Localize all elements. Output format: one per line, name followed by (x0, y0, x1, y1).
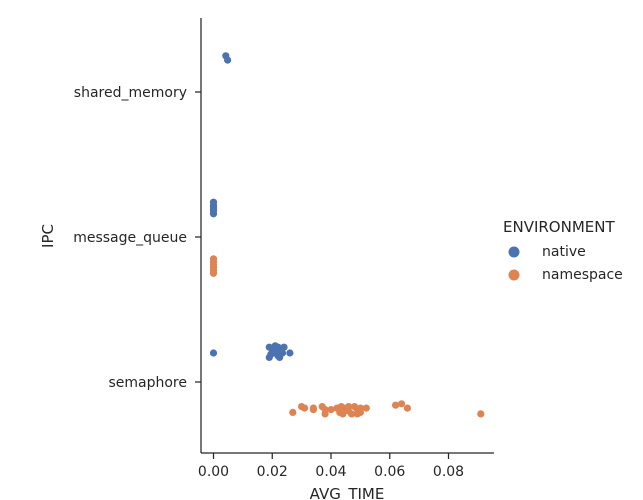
data-point-namespace (477, 410, 485, 418)
data-point-namespace (289, 408, 297, 416)
y-axis-label: IPC (39, 224, 57, 248)
y-tick-label: shared_memory (74, 85, 187, 101)
legend-marker-native (508, 246, 520, 258)
data-point-namespace (339, 410, 347, 418)
data-point-native (270, 348, 278, 356)
data-point-namespace (309, 406, 317, 414)
data-point-namespace (209, 269, 218, 277)
x-ticks: 0.00 0.02 0.04 0.06 0.08 (198, 453, 464, 480)
data-point-namespace (348, 410, 356, 418)
data-point-namespace (403, 404, 411, 412)
x-tick-label: 0.04 (315, 464, 346, 480)
legend-title: ENVIRONMENT (503, 218, 615, 236)
data-point-namespace (321, 410, 329, 418)
legend-label-native: native (542, 244, 586, 260)
data-point-native (277, 346, 285, 354)
points-layer (209, 52, 485, 418)
data-point-native (209, 203, 218, 211)
y-ticks: shared_memory message_queue semaphore (73, 85, 201, 391)
data-point-namespace (327, 406, 335, 414)
data-point-namespace (301, 404, 309, 412)
data-point-namespace (392, 401, 400, 409)
data-point-namespace (362, 404, 370, 412)
x-tick-label: 0.06 (374, 464, 405, 480)
data-point-namespace (356, 408, 364, 416)
data-point-native (286, 349, 294, 357)
y-tick-label: semaphore (108, 375, 187, 391)
x-axis-label: AVG_TIME (310, 485, 385, 500)
legend: ENVIRONMENT native namespace (503, 218, 623, 283)
legend-label-namespace: namespace (542, 267, 623, 283)
data-point-native (209, 349, 218, 357)
x-tick-label: 0.08 (433, 464, 464, 480)
data-point-native (276, 353, 284, 361)
x-tick-label: 0.00 (198, 464, 229, 480)
data-point-namespace (397, 400, 406, 408)
data-point-native (224, 56, 232, 64)
y-tick-label: message_queue (73, 230, 187, 246)
legend-marker-namespace (508, 269, 520, 281)
x-tick-label: 0.02 (257, 464, 288, 480)
